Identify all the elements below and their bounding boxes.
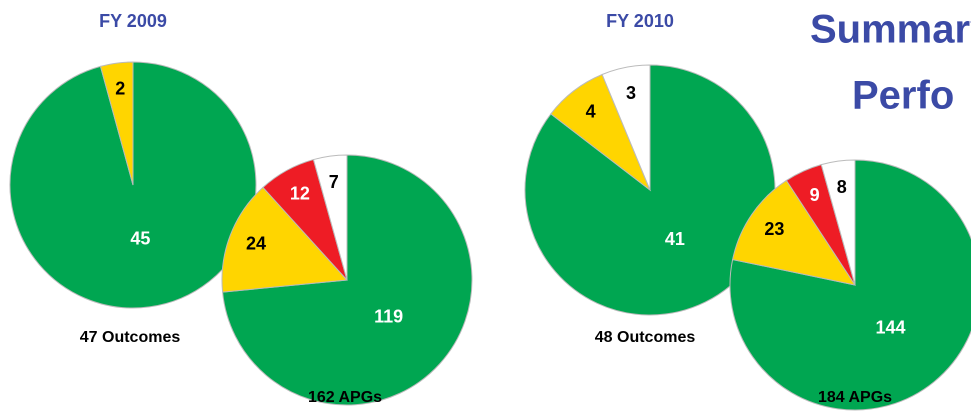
pie-slice bbox=[729, 159, 971, 411]
pie-slice bbox=[99, 61, 134, 186]
pie-slice bbox=[601, 64, 651, 191]
data-label: 119 bbox=[374, 307, 403, 327]
pie-slice bbox=[312, 154, 348, 281]
data-label: 8 bbox=[837, 177, 847, 197]
title-line: Summary bbox=[810, 8, 971, 52]
data-label: 9 bbox=[810, 185, 820, 205]
data-label: 41 bbox=[665, 229, 685, 249]
data-label: 144 bbox=[875, 317, 905, 337]
data-label: 23 bbox=[764, 219, 784, 239]
pie-caption: 162 APGs bbox=[308, 389, 382, 406]
title-line: Perfo bbox=[852, 74, 954, 118]
data-label: 12 bbox=[290, 183, 310, 203]
data-label: 45 bbox=[130, 229, 150, 249]
data-label: 2 bbox=[115, 79, 125, 99]
data-label: 4 bbox=[586, 101, 596, 121]
data-label: 3 bbox=[626, 83, 636, 103]
pie-slice bbox=[221, 186, 349, 293]
pie-caption: 184 APGs bbox=[818, 389, 892, 406]
pie-slice bbox=[820, 159, 856, 286]
data-label: 7 bbox=[329, 172, 339, 192]
group-label: FY 2010 bbox=[606, 11, 674, 31]
data-label: 24 bbox=[246, 234, 266, 254]
pie-caption: 47 Outcomes bbox=[80, 329, 181, 346]
group-label: FY 2009 bbox=[99, 11, 167, 31]
pie-caption: 48 Outcomes bbox=[595, 329, 696, 346]
pie-slice bbox=[732, 179, 857, 286]
